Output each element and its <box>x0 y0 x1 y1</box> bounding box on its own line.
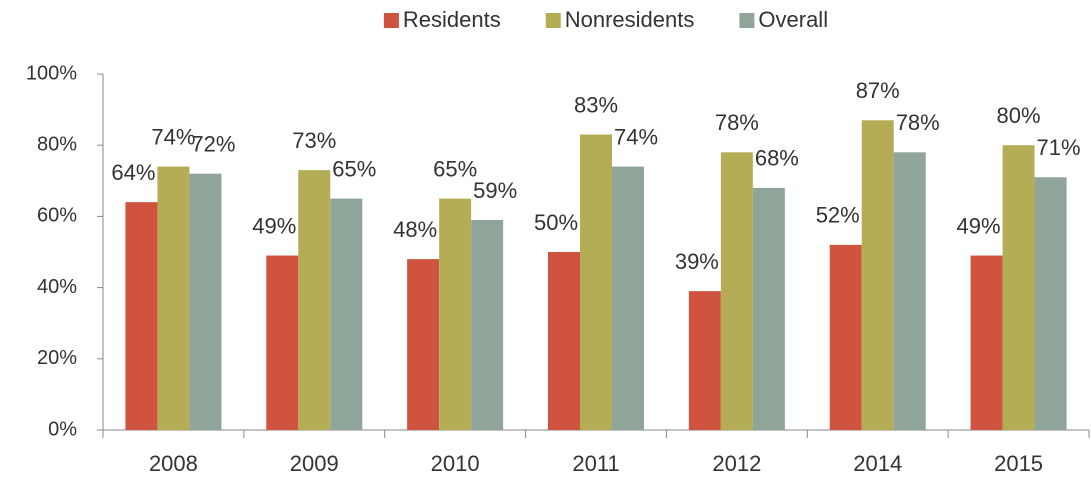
bar <box>720 152 753 430</box>
bar <box>298 170 331 430</box>
value-label: 52% <box>816 203 860 228</box>
legend-item: Overall <box>739 7 828 32</box>
x-tick-label: 2008 <box>149 451 198 476</box>
bar <box>125 202 158 430</box>
value-label: 59% <box>473 178 517 203</box>
value-label: 49% <box>957 213 1001 238</box>
bar <box>752 187 785 430</box>
legend-label: Residents <box>403 7 501 32</box>
legend-item: Residents <box>383 7 501 32</box>
value-label: 74% <box>614 124 658 149</box>
x-tick-label: 2010 <box>431 451 480 476</box>
value-label: 78% <box>715 110 759 135</box>
y-tick-label: 60% <box>37 205 77 227</box>
bar <box>893 152 926 430</box>
bar <box>580 134 612 430</box>
bar <box>688 291 721 430</box>
y-tick-label: 80% <box>37 133 77 155</box>
value-label: 65% <box>433 156 477 181</box>
value-label: 68% <box>755 146 799 171</box>
y-tick-label: 0% <box>48 418 77 440</box>
value-label: 65% <box>332 156 376 181</box>
value-label: 83% <box>574 92 618 117</box>
legend-swatch <box>383 13 399 28</box>
bar <box>439 198 472 430</box>
value-label: 74% <box>151 124 195 149</box>
bar <box>266 255 299 430</box>
value-label: 50% <box>534 210 578 235</box>
y-tick-label: 40% <box>37 276 77 298</box>
value-label: 80% <box>997 103 1041 128</box>
value-label: 48% <box>393 217 437 242</box>
value-label: 87% <box>856 78 900 103</box>
bar <box>1002 145 1035 430</box>
bar <box>612 166 644 430</box>
x-tick-label: 2014 <box>853 451 902 476</box>
y-tick-label: 100% <box>26 62 77 84</box>
x-tick-label: 2009 <box>290 451 339 476</box>
bar <box>407 259 440 430</box>
bar <box>970 255 1003 430</box>
value-label: 78% <box>896 110 940 135</box>
bar <box>330 198 363 430</box>
bar <box>548 252 580 430</box>
value-label: 73% <box>292 128 336 153</box>
bar <box>157 166 190 430</box>
value-label: 71% <box>1037 135 1081 160</box>
bar <box>189 173 222 430</box>
bar <box>1034 177 1067 430</box>
x-tick-label: 2011 <box>572 451 619 476</box>
y-tick-label: 20% <box>37 347 77 369</box>
legend-item: Nonresidents <box>545 7 695 32</box>
legend-label: Overall <box>758 7 828 32</box>
legend-label: Nonresidents <box>565 7 695 32</box>
bar <box>861 120 894 430</box>
value-label: 39% <box>675 249 719 274</box>
bar <box>471 219 504 430</box>
bar <box>829 244 862 430</box>
x-tick-label: 2012 <box>712 451 761 476</box>
x-tick-label: 2015 <box>994 451 1043 476</box>
value-label: 72% <box>191 131 235 156</box>
value-label: 49% <box>252 213 296 238</box>
legend-swatch <box>739 13 755 28</box>
value-label: 64% <box>111 160 155 185</box>
legend-swatch <box>545 13 561 28</box>
